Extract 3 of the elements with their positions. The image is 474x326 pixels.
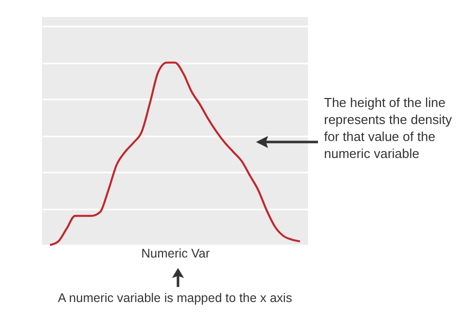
text: The height of the line represents the density for that value of the numeric variable (324, 94, 453, 162)
text: A numeric variable is mapped to the x axis (56, 291, 294, 305)
x-axis-title: Numeric Var (141, 246, 210, 260)
